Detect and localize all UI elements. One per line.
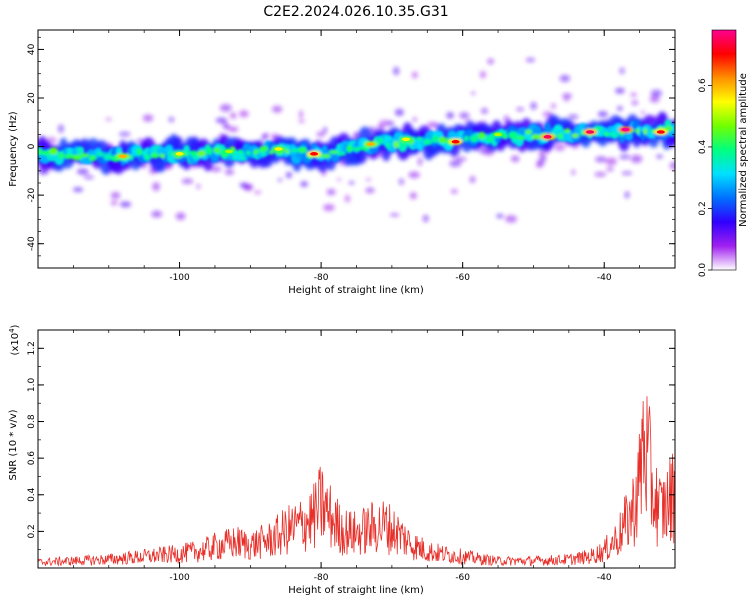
spectrogram-axes: -100 -80 -60 -40 -40 -20 0 20 40 (27, 30, 676, 283)
colorbar-tick-label: 0.4 (698, 140, 708, 155)
y-tick-label: -20 (27, 188, 37, 203)
y-tick-label: 40 (27, 43, 37, 55)
colorbar-label: Normalized spectral amplitude (738, 73, 749, 227)
y-tick-label: -40 (27, 236, 37, 251)
snr-panel: -100 -80 -60 -40 0.2 0.4 0.6 0.8 1.0 1.2 Height o… (8, 324, 676, 596)
y-tick-label: 0.2 (27, 524, 37, 538)
y-tick-label: 0.8 (27, 414, 37, 429)
figure-title: C2E2.2024.026.10.35.G31 (263, 4, 448, 20)
spectrogram-heatmap (38, 57, 675, 223)
snr-plot-area (38, 330, 675, 568)
colorbar-tick-label: 0.0 (698, 263, 708, 278)
x-tick-label: -40 (597, 273, 612, 283)
spectrogram-xlabel: Height of straight line (km) (288, 285, 424, 296)
snr-axes: -100 -80 -60 -40 0.2 0.4 0.6 0.8 1.0 1.2 (27, 329, 676, 583)
colorbar-axis: 0.0 0.2 0.4 0.6 (698, 78, 712, 277)
x-tick-label: -100 (169, 273, 190, 283)
snr-multiplier: (x104) (8, 324, 21, 355)
spectrogram-panel: -100 -80 -60 -40 -40 -20 0 20 40 Height of strai… (8, 29, 676, 296)
colorbar-tick-label: 0.6 (698, 78, 708, 93)
x-tick-label: -40 (597, 573, 612, 583)
x-tick-label: -100 (169, 573, 190, 583)
y-tick-label: 20 (27, 92, 37, 104)
x-tick-label: -60 (455, 573, 470, 583)
snr-xlabel: Height of straight line (km) (288, 585, 424, 596)
y-tick-label: 1.0 (27, 378, 37, 393)
colorbar-tick-label: 0.2 (698, 201, 708, 215)
x-tick-label: -80 (314, 273, 329, 283)
y-tick-label: 0.6 (27, 451, 37, 466)
snr-ylabel: SNR (10 * v/v) (8, 409, 19, 480)
spectrogram-ylabel: Frequency (Hz) (8, 111, 19, 187)
colorbar: 0.0 0.2 0.4 0.6 Normalized spectral amplitu… (698, 29, 749, 277)
y-tick-label: 1.2 (27, 341, 37, 355)
colorbar-gradient (711, 29, 737, 271)
y-tick-label: 0.4 (27, 487, 37, 502)
snr-series-line (38, 396, 675, 567)
x-tick-label: -60 (455, 273, 470, 283)
x-tick-label: -80 (314, 573, 329, 583)
y-tick-label: 0 (27, 143, 37, 149)
